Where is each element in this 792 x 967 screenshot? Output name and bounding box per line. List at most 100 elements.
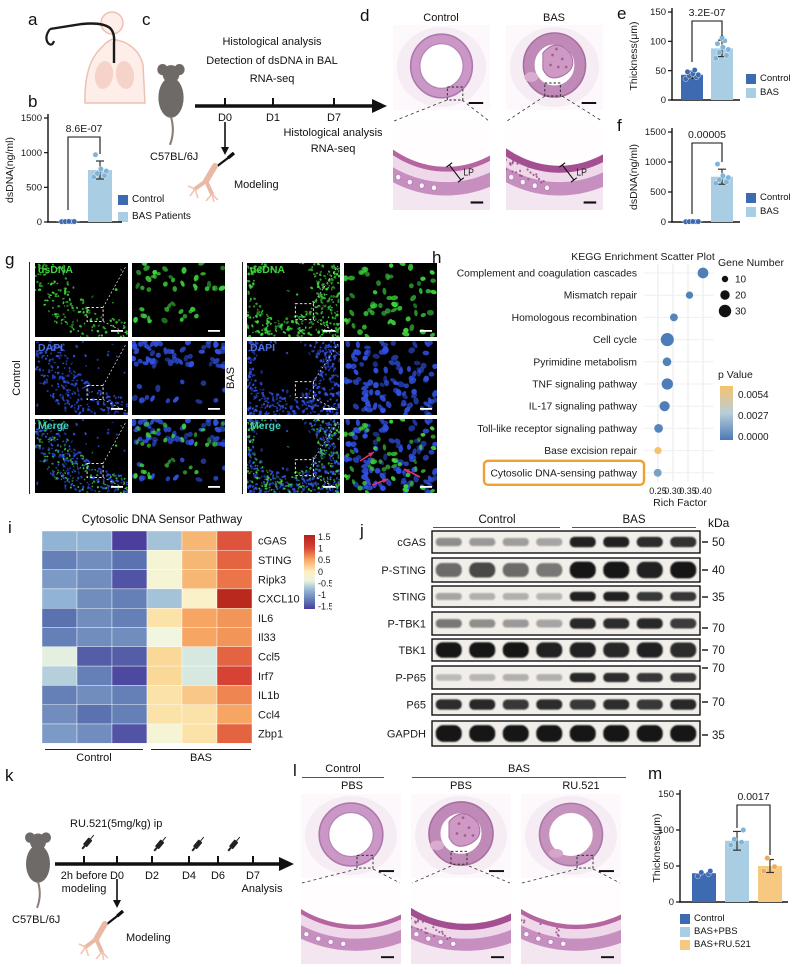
chart-f: 0 500 1000 1500 dsDNA(ng/ml) 0.00005 <box>628 127 740 228</box>
c-below-line2: RNA-seq <box>310 143 356 155</box>
svg-text:P-P65: P-P65 <box>395 673 426 685</box>
f-legend-control-swatch <box>746 192 756 203</box>
k-tick-d2: D2 <box>144 870 160 882</box>
svg-text:50: 50 <box>712 537 725 549</box>
g-control-merge-inset-svg <box>132 419 225 493</box>
g-control-dsdna-overview: dsDNA <box>35 263 128 337</box>
f-legend-bas-swatch <box>746 206 756 217</box>
c-analysis-line3: RNA-seq <box>249 73 295 85</box>
i-bas-line <box>151 749 251 750</box>
svg-text:Thickness(μm): Thickness(μm) <box>628 21 640 90</box>
j-group-control: Control <box>478 514 516 526</box>
svg-text:Zbp1: Zbp1 <box>258 729 283 741</box>
g-bas-dapi-overview-svg <box>247 341 340 415</box>
svg-text:0: 0 <box>37 217 42 228</box>
g-group-control: Control <box>11 360 23 396</box>
g-control-merge-inset <box>132 419 225 493</box>
svg-text:-1: -1 <box>318 590 326 600</box>
panel-letter-b: b <box>28 92 38 111</box>
svg-text:0: 0 <box>661 95 666 106</box>
svg-text:0: 0 <box>661 217 666 228</box>
svg-text:1000: 1000 <box>21 148 42 159</box>
svg-text:35: 35 <box>712 730 725 742</box>
k-syringe-3 <box>191 836 205 852</box>
d-control-mucosa: LP <box>393 122 490 210</box>
svg-text:P-TBK1: P-TBK1 <box>387 619 426 631</box>
l-bas-ru521-mucosa <box>521 884 621 964</box>
svg-text:500: 500 <box>650 187 666 198</box>
svg-text:STING: STING <box>392 592 426 604</box>
l-sub-pbs2: PBS <box>449 780 473 792</box>
svg-text:P65: P65 <box>406 700 426 712</box>
c-tick-d1: D1 <box>265 112 281 124</box>
l-control-pbs-mucosa <box>301 884 401 964</box>
g-bas-dsdna-overview: dsDNA <box>247 263 340 337</box>
m-legend-ru521-label: BAS+RU.521 <box>694 939 751 950</box>
d-col-control: Control <box>423 12 459 24</box>
svg-text:TNF signaling pathway: TNF signaling pathway <box>532 380 638 391</box>
svg-text:dsDNA(ng/ml): dsDNA(ng/ml) <box>628 144 640 210</box>
panel-letter-j: j <box>360 521 364 540</box>
f-legend-control-label: Control <box>760 192 791 203</box>
c-tick-d7: D7 <box>326 112 342 124</box>
svg-text:10: 10 <box>735 275 747 286</box>
i-group-bas: BAS <box>189 752 213 764</box>
svg-text:0.40: 0.40 <box>694 486 712 496</box>
j-kda-header: kDa <box>708 516 730 530</box>
l-group-control: Control <box>325 763 361 775</box>
e-legend-control-swatch <box>746 73 756 84</box>
k-modeling-arrow <box>113 879 121 908</box>
d-control-airway <box>393 25 490 110</box>
g-control-dapi-overview-svg <box>35 341 128 415</box>
k-tick-d0: D0 <box>109 870 125 882</box>
svg-text:Mismatch repair: Mismatch repair <box>564 291 638 302</box>
d-col-bas: BAS <box>542 12 566 24</box>
g-control-dapi-overview: DAPI <box>35 341 128 415</box>
svg-text:0.0054: 0.0054 <box>738 390 769 401</box>
l-control-pbs-airway <box>301 794 401 878</box>
g-group-bas: BAS <box>225 366 237 390</box>
svg-text:0.30: 0.30 <box>664 486 682 496</box>
panel-letter-m: m <box>648 764 663 783</box>
c-mouse-strain: C57BL/6J <box>150 151 199 163</box>
svg-text:-0.5: -0.5 <box>318 578 332 588</box>
svg-text:1: 1 <box>318 544 323 554</box>
lp-label: LP <box>576 167 587 177</box>
svg-text:GAPDH: GAPDH <box>387 729 426 741</box>
g-bas-bracket <box>242 262 243 494</box>
l-group-bas: BAS <box>507 763 531 775</box>
svg-text:Thickness(μm): Thickness(μm) <box>652 813 663 882</box>
svg-text:70: 70 <box>712 645 725 657</box>
svg-text:150: 150 <box>658 789 674 800</box>
svg-text:-1.5: -1.5 <box>318 602 332 612</box>
j-control-line <box>433 527 560 528</box>
i-control-line <box>45 749 143 750</box>
m-legend-ru521-swatch <box>680 939 690 950</box>
l-bas-pbs-airway-svg <box>411 794 511 878</box>
i-title: Cytosolic DNA Sensor Pathway <box>81 514 243 526</box>
g-control-merge-overview: Merge <box>35 419 128 493</box>
svg-text:50: 50 <box>663 861 674 872</box>
svg-text:8.6E-07: 8.6E-07 <box>66 123 103 135</box>
c-modeling-arrow <box>221 122 229 155</box>
e-legend-control: Control <box>746 73 791 84</box>
g-control-dsdna-inset-svg <box>132 263 225 337</box>
l-bas-line <box>412 777 626 778</box>
panel-letter-k: k <box>5 766 14 785</box>
k-tick-d4: D4 <box>181 870 197 882</box>
k-syringe-4 <box>227 836 241 852</box>
j-group-bas: BAS <box>622 514 646 526</box>
svg-text:0.0017: 0.0017 <box>737 791 769 803</box>
c-below-line1: Histological analysis <box>283 127 383 139</box>
d-bas-mucosa-svg: LP <box>506 122 603 210</box>
l-bas-pbs-mucosa <box>411 884 511 964</box>
panel-a-figure <box>45 11 146 104</box>
svg-text:100: 100 <box>658 825 674 836</box>
pathway-heatmap: cGAS STING Ripk3 CXCL10 IL6 Il33 Ccl5 Irf7 IL1b C… <box>42 531 332 744</box>
svg-text:70: 70 <box>712 623 725 635</box>
c-modeling-label: Modeling <box>234 179 279 191</box>
svg-text:40: 40 <box>712 565 725 577</box>
svg-text:Base excision repair: Base excision repair <box>544 446 637 457</box>
l-bas-pbs-mucosa-svg <box>411 884 511 964</box>
